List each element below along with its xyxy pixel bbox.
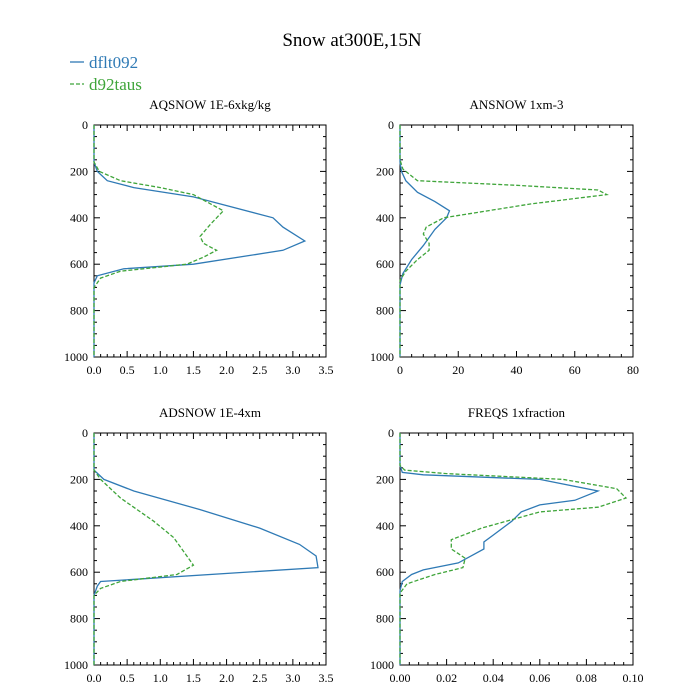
x-tick-label: 0.06 (529, 671, 550, 685)
y-tick-label: 200 (376, 164, 394, 178)
series-line-d92taus (93, 125, 225, 357)
y-tick-label: 1000 (64, 658, 88, 672)
x-tick-label: 0.04 (483, 671, 504, 685)
x-tick-label: 80 (627, 363, 639, 377)
plot-frame (93, 124, 327, 358)
y-tick-label: 400 (70, 211, 88, 225)
legend-label-d92taus: d92taus (89, 75, 142, 94)
panel-title: ADSNOW 1E-4xm (159, 405, 261, 420)
y-tick-label: 400 (376, 519, 394, 533)
series-line-d92taus (399, 433, 628, 665)
series-line-d92taus (93, 433, 195, 665)
x-tick-label: 3.5 (319, 671, 334, 685)
x-tick-label: 0.5 (120, 363, 135, 377)
y-tick-label: 800 (70, 304, 88, 318)
x-tick-label: 0.00 (390, 671, 411, 685)
plot-frame (93, 432, 327, 666)
x-tick-label: 2.5 (252, 671, 267, 685)
x-tick-label: 2.0 (219, 363, 234, 377)
x-tick-label: 3.5 (319, 363, 334, 377)
x-tick-label: 1.0 (153, 363, 168, 377)
x-tick-label: 0.5 (120, 671, 135, 685)
panel-title: FREQS 1xfraction (468, 405, 566, 420)
x-tick-label: 1.5 (186, 363, 201, 377)
x-tick-label: 40 (511, 363, 523, 377)
y-tick-label: 1000 (64, 350, 88, 364)
x-tick-label: 0.0 (87, 363, 102, 377)
y-tick-label: 600 (376, 565, 394, 579)
x-tick-label: 0.02 (436, 671, 457, 685)
y-tick-label: 0 (388, 118, 394, 132)
y-tick-label: 800 (70, 612, 88, 626)
series-line-dflt092 (399, 125, 451, 357)
y-tick-label: 1000 (370, 350, 394, 364)
x-tick-label: 2.5 (252, 363, 267, 377)
series-line-dflt092 (399, 433, 601, 665)
y-tick-label: 200 (70, 472, 88, 486)
figure-title: Snow at300E,15N (282, 30, 422, 51)
y-tick-label: 600 (70, 257, 88, 271)
y-tick-label: 0 (388, 426, 394, 440)
plot-frame (399, 432, 634, 666)
y-tick-label: 0 (82, 426, 88, 440)
y-tick-label: 200 (70, 164, 88, 178)
series-line-dflt092 (93, 433, 319, 665)
x-tick-label: 1.5 (186, 671, 201, 685)
x-tick-label: 0.08 (576, 671, 597, 685)
x-tick-label: 0 (397, 363, 403, 377)
series-line-d92taus (399, 125, 609, 357)
legend: dflt092 d92taus (70, 53, 142, 94)
x-tick-label: 0.0 (87, 671, 102, 685)
x-tick-label: 3.0 (285, 363, 300, 377)
y-tick-label: 600 (376, 257, 394, 271)
y-tick-label: 1000 (370, 658, 394, 672)
panel-title: ANSNOW 1xm-3 (469, 97, 563, 112)
y-tick-label: 800 (376, 304, 394, 318)
y-tick-label: 400 (70, 519, 88, 533)
x-tick-label: 1.0 (153, 671, 168, 685)
y-tick-label: 0 (82, 118, 88, 132)
y-tick-label: 400 (376, 211, 394, 225)
x-tick-label: 3.0 (285, 671, 300, 685)
legend-label-dflt092: dflt092 (89, 53, 138, 72)
series-line-dflt092 (93, 125, 307, 357)
y-tick-label: 200 (376, 472, 394, 486)
x-tick-label: 0.10 (623, 671, 644, 685)
y-tick-label: 600 (70, 565, 88, 579)
y-tick-label: 800 (376, 612, 394, 626)
x-tick-label: 60 (569, 363, 581, 377)
panel-title: AQSNOW 1E-6xkg/kg (149, 97, 271, 112)
x-tick-label: 2.0 (219, 671, 234, 685)
plot-frame (399, 124, 634, 358)
x-tick-label: 20 (452, 363, 464, 377)
